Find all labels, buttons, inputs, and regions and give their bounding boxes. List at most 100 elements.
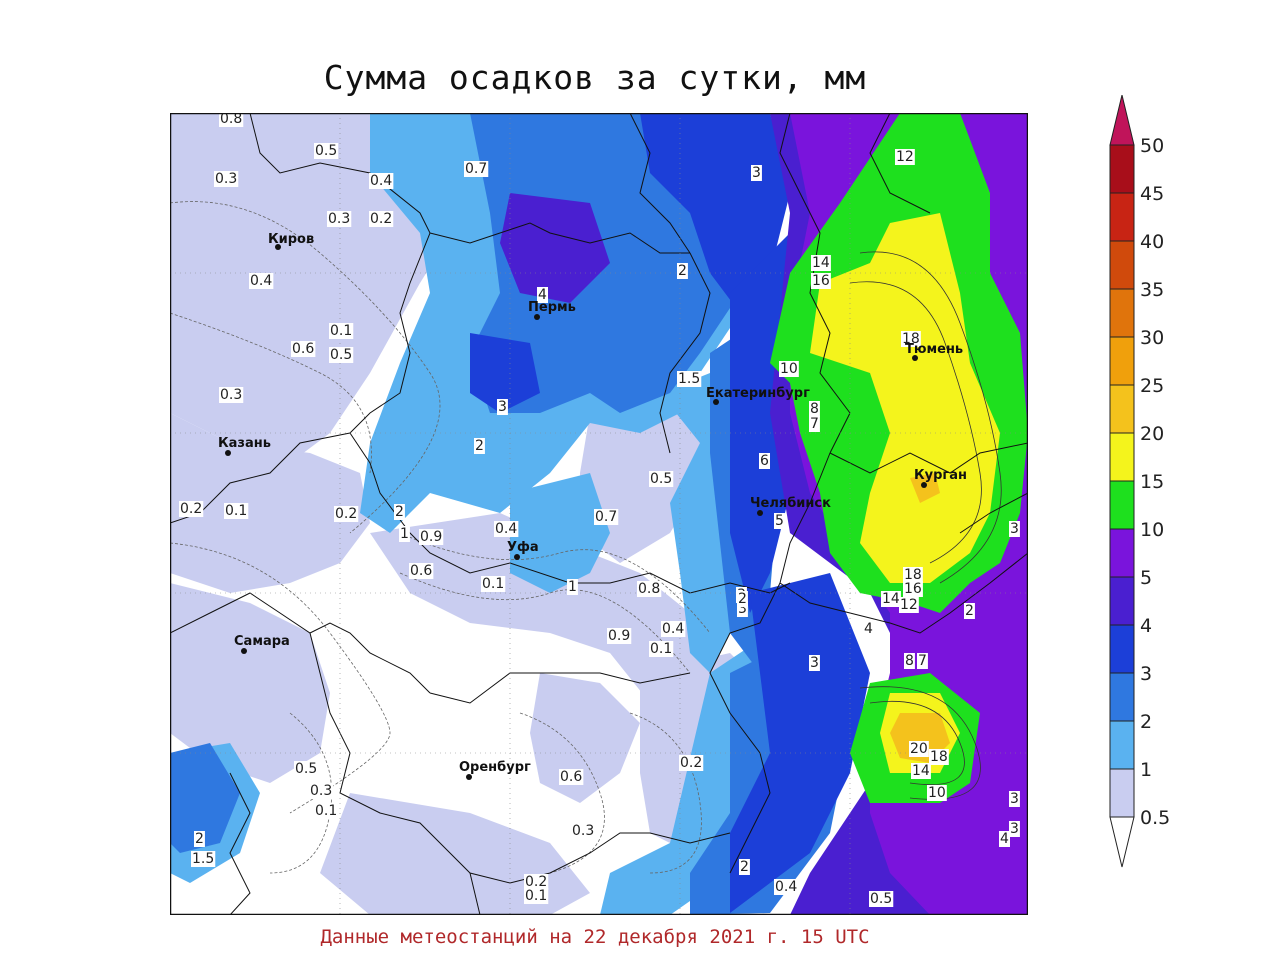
- contour-label: 0.9: [608, 628, 630, 644]
- legend-swatch-bottom: [1109, 816, 1135, 868]
- legend-tick-label: 0.5: [1140, 807, 1170, 829]
- contour-label: 2: [195, 831, 204, 847]
- contour-label: 0.6: [292, 341, 314, 357]
- contour-label: 0.1: [330, 323, 352, 339]
- isolines: [170, 201, 711, 874]
- city-kirov: Киров: [268, 232, 314, 250]
- contour-label: 18: [902, 331, 920, 347]
- svg-text:Челябинск: Челябинск: [750, 496, 831, 511]
- legend-tick-label: 10: [1140, 519, 1164, 541]
- precip-area-3-south: [730, 573, 870, 913]
- legend-tick-label: 1: [1140, 759, 1152, 781]
- contour-label: 0.2: [525, 874, 547, 890]
- legend-tick-label: 2: [1140, 711, 1152, 733]
- city-chelyabinsk: Челябинск: [750, 496, 831, 516]
- precipitation-map: 0.8 0.5 0.7 0.3 0.4 0.3 0.2 0.4 0.1 0.6 …: [170, 113, 1028, 915]
- contour-label: 0.5: [870, 891, 892, 907]
- legend-swatch: [1109, 720, 1135, 770]
- svg-text:Екатеринбург: Екатеринбург: [706, 386, 810, 401]
- city-yekaterinburg: Екатеринбург: [706, 386, 810, 405]
- svg-text:Курган: Курган: [914, 468, 967, 483]
- contour-label: 0.4: [370, 173, 392, 189]
- svg-text:Самара: Самара: [234, 634, 290, 649]
- precip-area-1-mid: [510, 473, 610, 593]
- contour-label: 2: [678, 263, 687, 279]
- legend-swatch: [1109, 432, 1135, 482]
- region-borders: [170, 113, 1028, 915]
- contour-label: 2: [965, 603, 974, 619]
- contour-label: 2: [395, 504, 404, 520]
- contour-label: 14: [912, 763, 930, 779]
- legend-tick-label: 4: [1140, 615, 1152, 637]
- svg-text:Тюмень: Тюмень: [905, 342, 963, 357]
- contour-label: 0.8: [220, 113, 242, 127]
- contour-label: 1.5: [678, 371, 700, 387]
- contour-label: 0.4: [495, 521, 517, 537]
- data-source-footer: Данные метеостанций на 22 декабря 2021 г…: [320, 926, 870, 948]
- city-orenburg: Оренбург: [459, 760, 531, 780]
- contour-label: 0.5: [650, 471, 672, 487]
- svg-text:Оренбург: Оренбург: [459, 760, 531, 775]
- contour-label: 7: [810, 416, 819, 432]
- precip-area-20-25: [890, 473, 950, 763]
- legend-tick-label: 30: [1140, 327, 1164, 349]
- contour-label: 8: [810, 401, 819, 417]
- svg-text:Пермь: Пермь: [528, 300, 576, 315]
- contour-label: 6: [760, 453, 769, 469]
- contour-label: 0.6: [560, 769, 582, 785]
- legend-swatch: [1109, 672, 1135, 722]
- contour-label: 4: [538, 287, 547, 303]
- contour-label: 0.2: [680, 755, 702, 771]
- contour-label: 0.1: [315, 803, 337, 819]
- contour-label: 0.5: [315, 143, 337, 159]
- contour-label: 3: [738, 601, 747, 617]
- contour-label: 16: [904, 581, 922, 597]
- contour-label: 0.3: [310, 783, 332, 799]
- contour-label: 4: [1000, 831, 1009, 847]
- precip-area-3-perm: [470, 333, 540, 413]
- precip-area-2-west: [170, 743, 240, 853]
- contour-label: 0.1: [225, 503, 247, 519]
- contour-label: 12: [900, 597, 918, 613]
- svg-text:Казань: Казань: [218, 436, 271, 451]
- contour-label: 0.5: [330, 347, 352, 363]
- contour-label: 4: [864, 621, 873, 637]
- city-ufa: Уфа: [507, 540, 539, 560]
- contour-label: 0.8: [638, 581, 660, 597]
- precip-band-3-4: [470, 113, 870, 913]
- city-perm: Пермь: [528, 300, 576, 320]
- legend-tick-label: 35: [1140, 279, 1164, 301]
- legend-swatch-top: [1109, 95, 1135, 146]
- precip-area-0.5-bottom: [320, 793, 590, 915]
- contour-label: 16: [812, 273, 830, 289]
- contour-label: 3: [1010, 821, 1019, 837]
- legend-tick-label: 20: [1140, 423, 1164, 445]
- contour-labels: 0.8 0.5 0.7 0.3 0.4 0.3 0.2 0.4 0.1 0.6 …: [179, 113, 1020, 907]
- contour-label: 0.2: [370, 211, 392, 227]
- contour-label: 8: [905, 653, 914, 669]
- contour-label: 1: [400, 526, 409, 542]
- map-title: Сумма осадков за сутки, мм: [323, 58, 867, 97]
- legend-tick-label: 5: [1140, 567, 1152, 589]
- contour-label: 0.6: [410, 563, 432, 579]
- precip-area-15-20: [810, 213, 1000, 773]
- city-kazan: Казань: [218, 436, 271, 456]
- legend-tick-label: 25: [1140, 375, 1164, 397]
- legend-swatch: [1109, 192, 1135, 242]
- contour-label: 14: [812, 255, 830, 271]
- contour-label: 5: [775, 513, 784, 529]
- contour-label: 3: [498, 399, 507, 415]
- contour-label: 2: [475, 438, 484, 454]
- city-kurgan: Курган: [914, 468, 967, 488]
- contour-label: 0.1: [650, 641, 672, 657]
- contour-label: 3: [1010, 791, 1019, 807]
- contour-label: 0.3: [572, 823, 594, 839]
- contour-label: 0.3: [215, 171, 237, 187]
- contour-label: 0.1: [482, 576, 504, 592]
- contour-label: 0.9: [420, 529, 442, 545]
- contour-label: 0.4: [662, 621, 684, 637]
- legend-swatch: [1109, 336, 1135, 386]
- precip-area-0.5-samara: [170, 583, 330, 783]
- contour-label: 18: [904, 567, 922, 583]
